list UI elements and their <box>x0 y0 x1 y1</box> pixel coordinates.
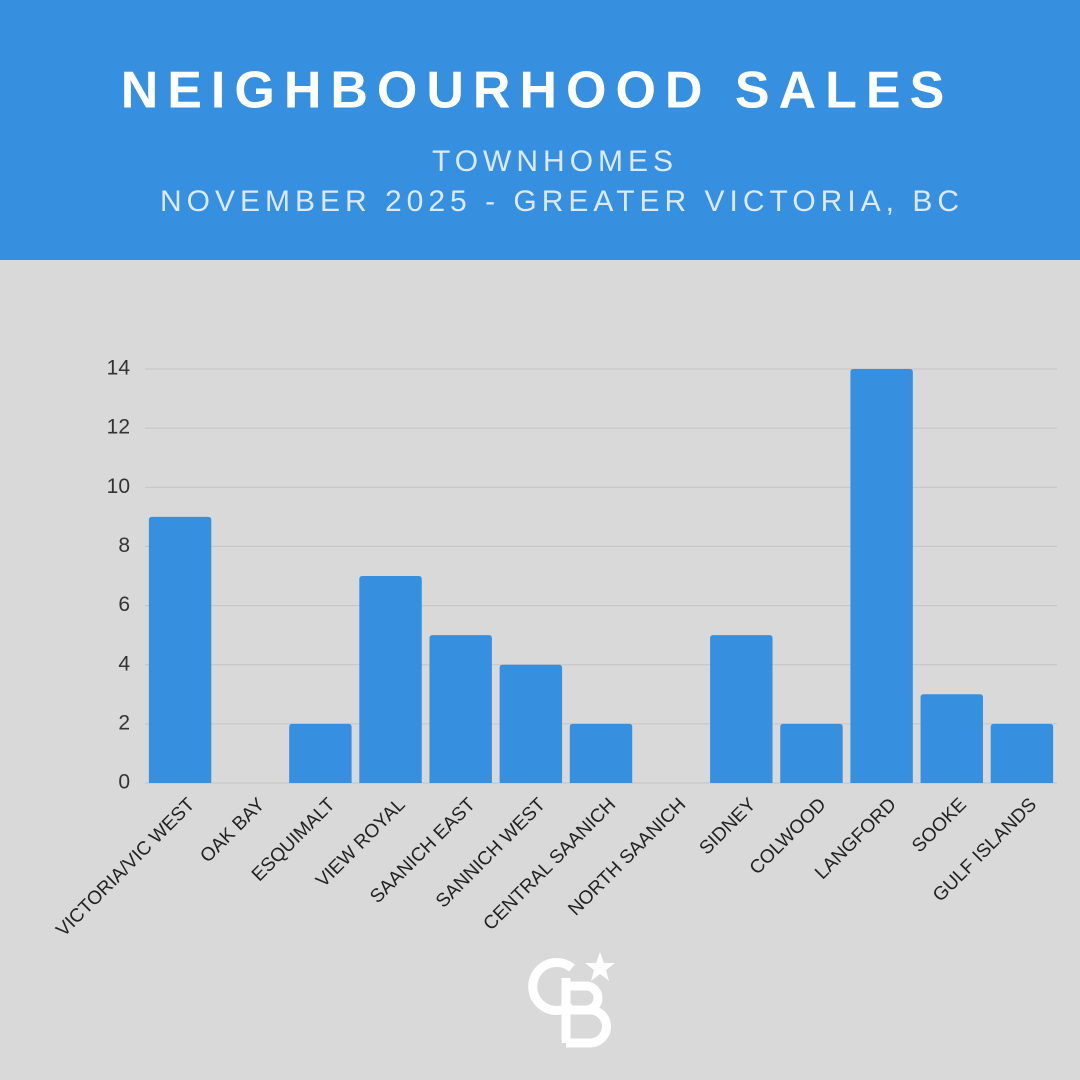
y-tick-label: 2 <box>118 711 130 734</box>
y-tick-label: 6 <box>118 593 130 616</box>
subtitle: TOWNHOMES <box>432 145 678 178</box>
logo <box>528 952 615 1048</box>
logo-c <box>528 958 575 1015</box>
y-tick-label: 8 <box>118 534 130 557</box>
logo-b <box>561 978 611 1048</box>
bar <box>850 369 913 783</box>
bar <box>148 516 212 783</box>
bar <box>429 635 492 783</box>
y-tick-label: 14 <box>107 357 131 380</box>
bar <box>289 723 352 783</box>
bar <box>710 635 773 783</box>
bar <box>780 723 843 783</box>
y-tick-label: 12 <box>107 416 130 439</box>
bar <box>990 723 1054 783</box>
logo-star <box>585 952 615 981</box>
bar <box>499 664 563 783</box>
subtitle: NOVEMBER 2025 - GREATER VICTORIA, BC <box>160 185 964 218</box>
y-tick-label: 0 <box>118 771 130 794</box>
bar <box>569 723 633 783</box>
y-tick-label: 4 <box>118 652 130 675</box>
bar <box>359 576 422 783</box>
bar <box>920 694 983 783</box>
header-band <box>0 0 1080 260</box>
y-tick-label: 10 <box>107 475 130 498</box>
chart-title: NEIGHBOURHOOD SALES <box>121 62 954 120</box>
